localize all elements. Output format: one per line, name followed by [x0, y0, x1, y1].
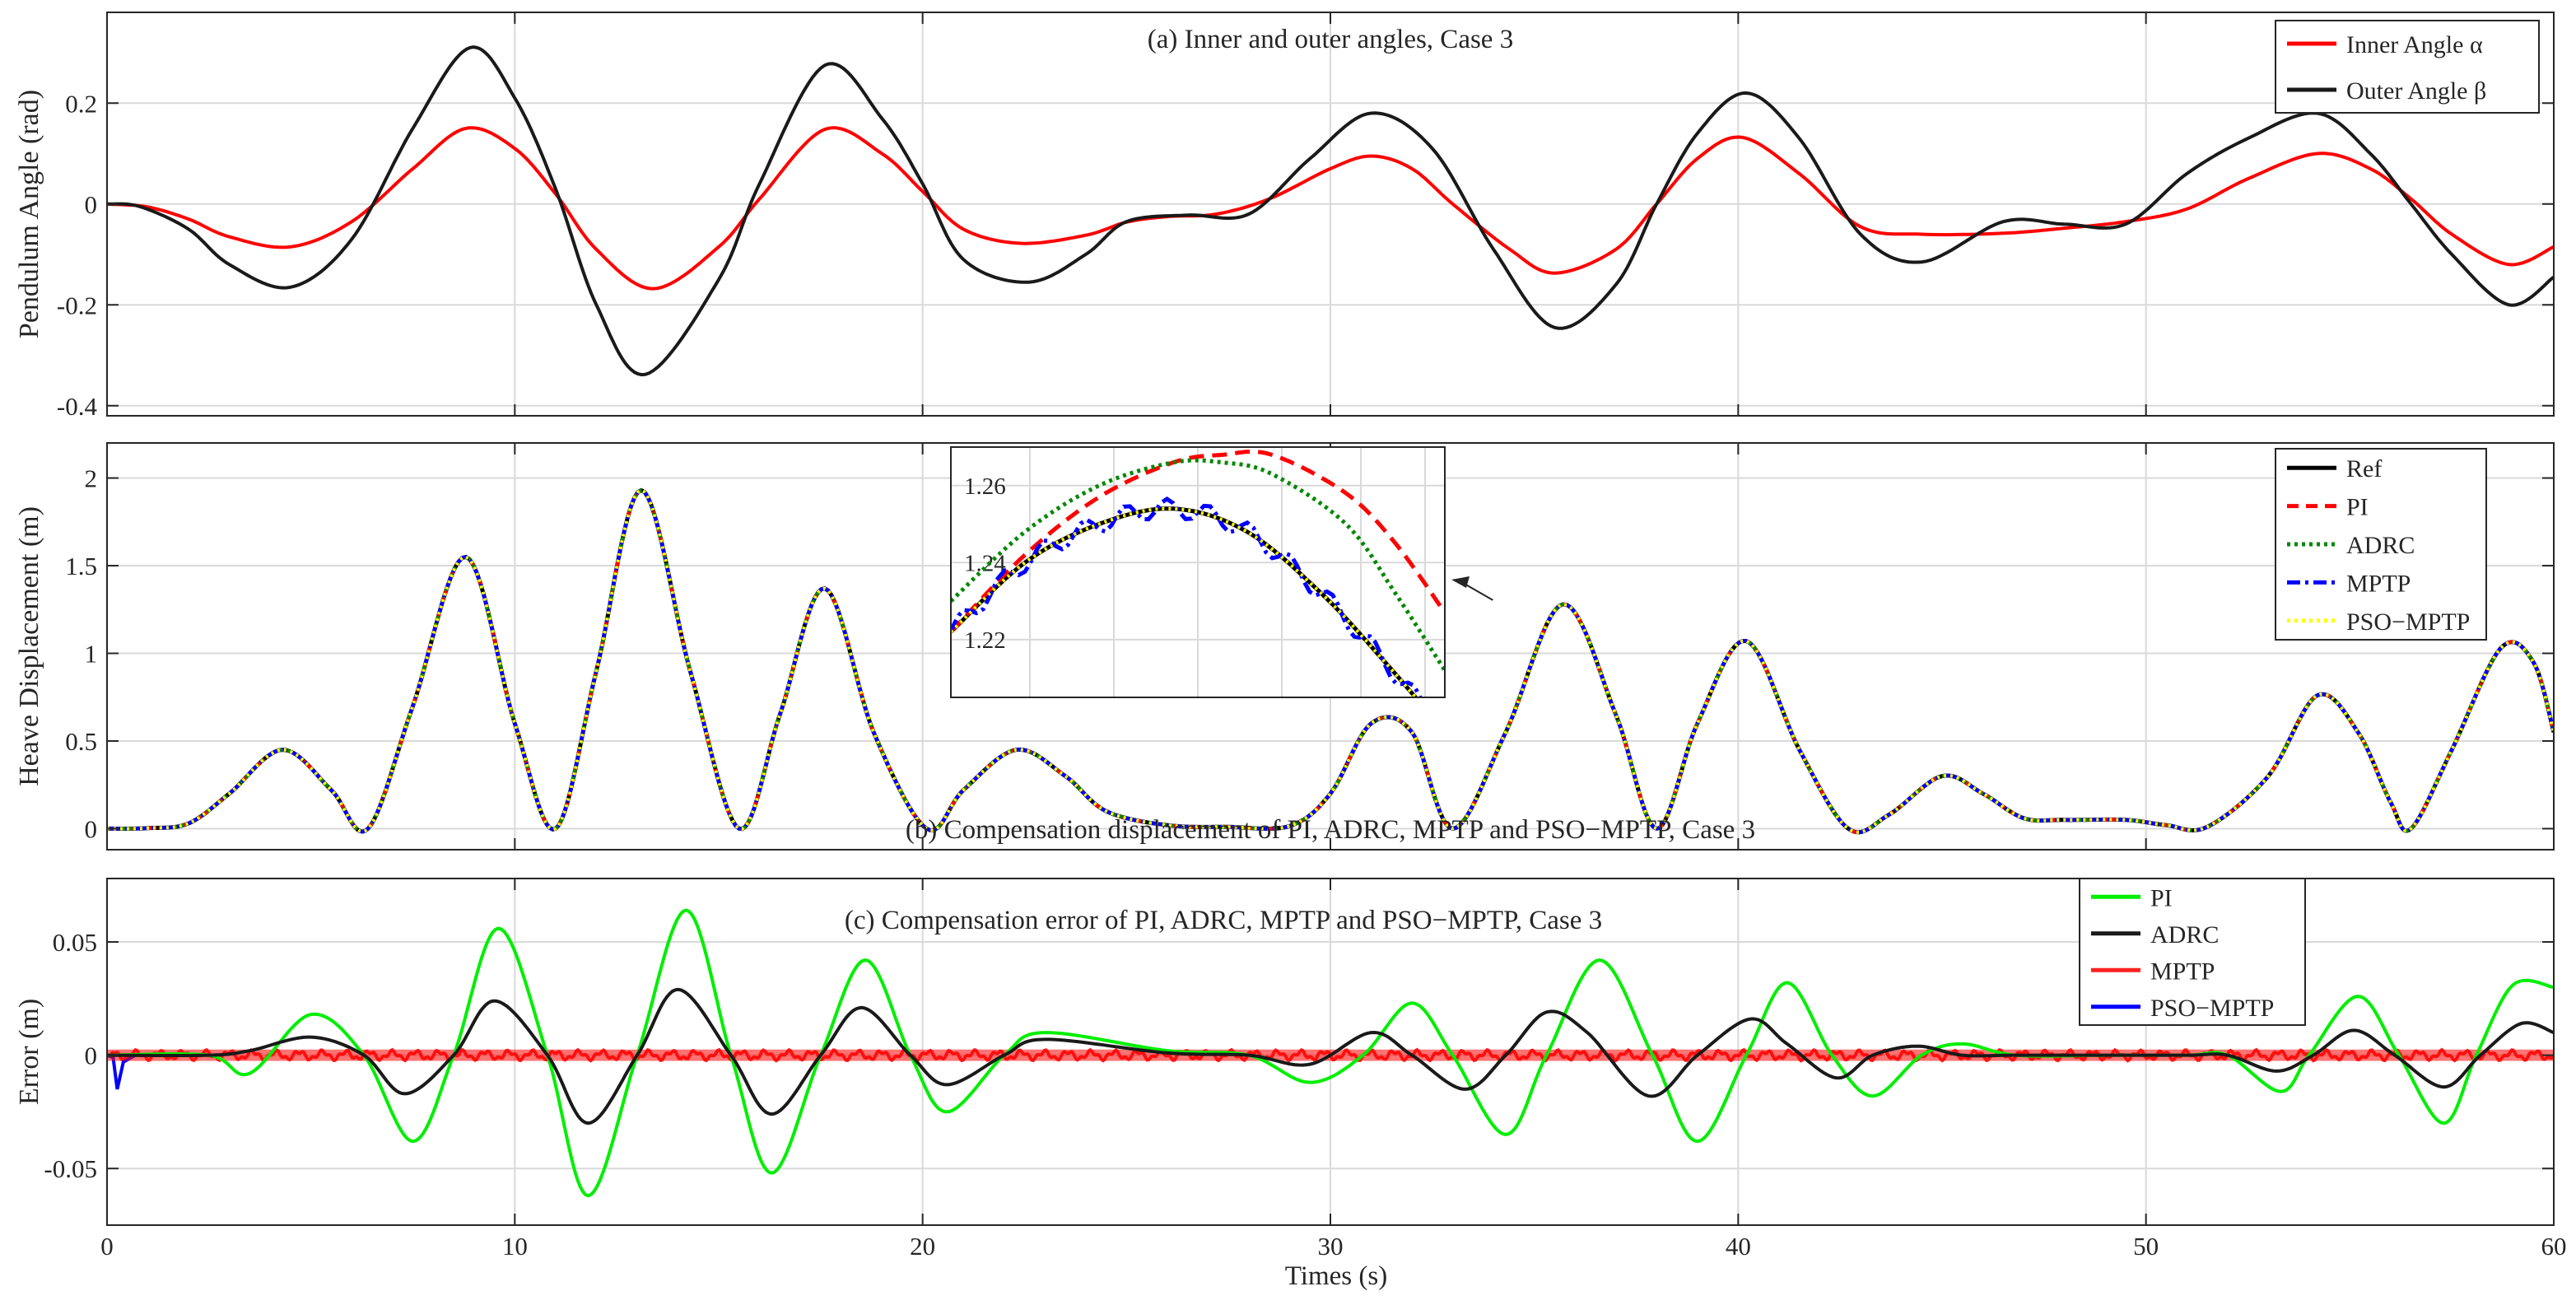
y-tick-label: 0.2 [65, 89, 97, 118]
legend-label: MPTP [2346, 570, 2411, 597]
legend-label: PSO−MPTP [2346, 608, 2470, 636]
inset-y-tick-label: 1.22 [964, 627, 1006, 654]
y-axis-label: Pendulum Angle (rad) [14, 90, 44, 338]
x-tick-label: 20 [910, 1232, 935, 1261]
legend-label: PSO−MPTP [2150, 995, 2274, 1022]
y-tick-label: 1.5 [65, 552, 97, 580]
x-tick-label: 30 [1318, 1232, 1344, 1261]
y-tick-label: 2 [85, 464, 98, 493]
inset-arrow-head [1451, 576, 1470, 588]
panel-c-error: -0.05 0 0.05 0 10 20 30 40 50 60 Error (m) (c) Comp… [14, 878, 2567, 1261]
panel-a-angles: -0.4 -0.2 0 0.2 Pendulum Angle (rad) (a) Inne… [14, 12, 2555, 421]
x-tick-label: 0 [100, 1232, 114, 1261]
x-tick-label: 50 [2133, 1232, 2159, 1261]
y-tick-label: 1 [85, 640, 98, 669]
legend-label: ADRC [2346, 532, 2415, 559]
legend-label: Ref [2346, 455, 2382, 482]
inset-y-tick-label: 1.26 [964, 473, 1006, 500]
y-tick-label: 0 [85, 190, 98, 219]
y-tick-label: 0.5 [65, 727, 97, 756]
y-tick-label: 0 [85, 814, 98, 843]
legend: Inner Angle α Outer Angle β [2275, 20, 2540, 114]
inset-zoom: 1.221.241.26 [950, 446, 1446, 698]
panel-title: (b) Compensation displacement of PI, ADR… [906, 815, 1755, 845]
y-tick-label: -0.05 [44, 1154, 97, 1183]
y-tick-label: -0.2 [57, 291, 97, 319]
legend-label: PI [2346, 494, 2369, 521]
legend-label: Outer Angle β [2346, 77, 2486, 105]
panel-title: (c) Compensation error of PI, ADRC, MPTP… [845, 906, 1602, 935]
y-tick-label: 0 [85, 1042, 98, 1070]
legend-label: MPTP [2150, 958, 2215, 985]
y-axis-label: Error (m) [14, 999, 44, 1105]
legend-label: Inner Angle α [2346, 31, 2483, 58]
legend-label: ADRC [2150, 921, 2219, 948]
legend-label: PI [2150, 884, 2173, 911]
inset-arrow-line [1462, 582, 1493, 601]
inset-plot-area [951, 449, 1445, 697]
inset-mptp-line [951, 496, 1423, 697]
panel-title: (a) Inner and outer angles, Case 3 [1148, 25, 1513, 54]
series-line-adrc [107, 987, 2554, 1126]
legend: PI ADRC MPTP PSO−MPTP [2079, 878, 2306, 1026]
inset-pi-line [951, 449, 1445, 634]
plot-area [107, 45, 2554, 377]
panel-b-displacement: 0 0.5 1 1.5 2 Heave Displacement (m) (b) Compe… [14, 442, 2555, 851]
plot-area [107, 908, 2554, 1198]
legend-box [2275, 20, 2540, 114]
legend-box [2079, 878, 2306, 1026]
series-line-mptp [107, 487, 2554, 835]
x-tick-label: 10 [502, 1232, 528, 1261]
legend: Ref PI ADRC MPTP PSO−MPTP [2275, 448, 2487, 641]
y-axis-label: Heave Displacement (m) [14, 506, 44, 786]
x-tick-label: 60 [2541, 1232, 2567, 1261]
x-axis-label: Times (s) [1285, 1261, 1387, 1291]
inset-adrc-line [951, 458, 1445, 672]
inset-frame [950, 446, 1446, 698]
series-line-pso-mptp [107, 488, 2554, 834]
y-tick-label: 0.05 [53, 928, 97, 957]
series-line-outer-angle [107, 45, 2554, 377]
inset-pso-mptp-line [951, 506, 1418, 697]
plot-area [107, 487, 2554, 835]
x-tick-label: 40 [1726, 1232, 1751, 1261]
y-tick-label: -0.4 [57, 392, 98, 421]
